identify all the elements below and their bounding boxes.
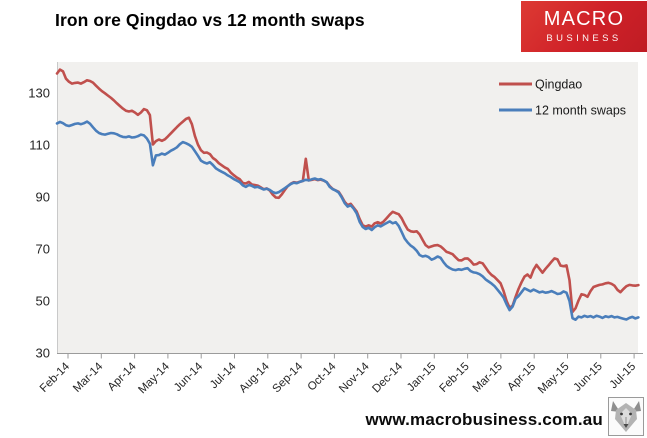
legend-label: 12 month swaps <box>535 104 626 118</box>
series-line-12-month-swaps <box>55 120 640 322</box>
y-tick-label: 90 <box>36 190 50 205</box>
y-tick-label: 30 <box>36 346 50 361</box>
macrobusiness-logo: MACRO BUSINESS <box>521 1 647 52</box>
x-tick-label: Mar-14 <box>71 360 106 395</box>
x-tick-label: Nov-14 <box>337 360 372 395</box>
x-tick-label: Feb-14 <box>38 360 73 395</box>
x-tick-label: Apr-14 <box>106 360 139 393</box>
y-tick-label: 110 <box>29 138 50 153</box>
x-tick-label: May-14 <box>136 360 172 396</box>
x-tick-label: Jul-14 <box>208 360 239 391</box>
legend-label: Qingdao <box>535 78 582 92</box>
x-tick-label: Sep-14 <box>271 360 306 395</box>
x-tick-label: Jun-14 <box>172 360 206 394</box>
y-tick-label: 50 <box>36 294 50 309</box>
series-lines <box>55 68 640 322</box>
x-tick-label: May-15 <box>536 361 572 397</box>
x-tick-label: Mar-15 <box>471 361 505 395</box>
x-tick-label: Oct-14 <box>306 360 339 393</box>
x-tick-label: Dec-14 <box>370 360 405 395</box>
chart-title: Iron ore Qingdao vs 12 month swaps <box>55 10 365 30</box>
wolf-logo <box>608 397 644 436</box>
legend: Qingdao 12 month swaps <box>499 78 626 118</box>
y-tick-label: 70 <box>36 242 50 257</box>
y-tick-label: 130 <box>28 86 50 101</box>
logo-text-macro: MACRO <box>543 8 625 30</box>
x-tick-label: Jun-15 <box>572 361 605 394</box>
wolf-icon <box>611 401 641 432</box>
footer-website-url: www.macrobusiness.com.au <box>365 410 603 429</box>
x-tick-label: Jan-15 <box>405 361 438 394</box>
y-tick-labels: 30 50 70 90 110 130 <box>28 86 50 361</box>
x-tick-label: Jul-15 <box>608 361 639 392</box>
x-tick-label: Aug-14 <box>237 360 272 395</box>
x-tick-label: Feb-15 <box>437 361 471 395</box>
x-ticks <box>67 353 635 359</box>
x-tick-label: Apr-15 <box>505 361 538 394</box>
logo-text-business: BUSINESS <box>546 33 622 44</box>
